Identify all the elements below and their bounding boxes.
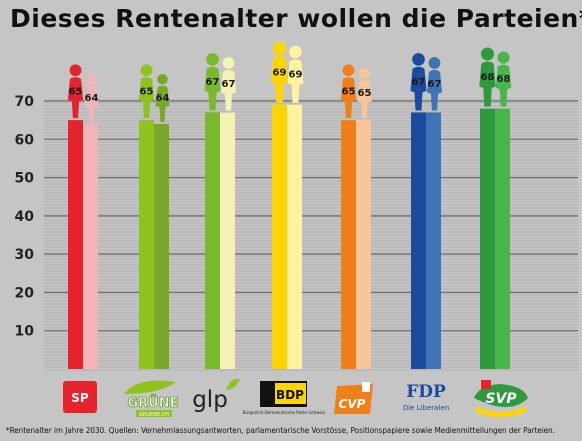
y-tick-label: 10 — [15, 324, 35, 340]
figure-men-head — [206, 53, 219, 66]
y-tick-label: 30 — [15, 247, 35, 263]
data-label-men: 65 — [140, 86, 154, 97]
figure-women-body — [84, 85, 99, 122]
bar-women — [287, 104, 302, 369]
data-label-men: 69 — [273, 68, 287, 79]
y-tick-label: 60 — [15, 132, 35, 148]
data-label-men: 67 — [412, 77, 426, 88]
figure-men-head — [140, 64, 153, 77]
figure-men-head — [480, 47, 495, 61]
logo-svp-swoosh — [476, 406, 526, 417]
category-group: 67 67 — [204, 53, 237, 369]
chart-title: Dieses Rentenalter wollen die Parteien* — [10, 4, 582, 33]
figure-women-head — [157, 73, 168, 85]
data-label-women: 64 — [156, 93, 170, 104]
bar-women — [220, 112, 235, 369]
data-label-women: 68 — [497, 74, 511, 85]
bar-men — [272, 104, 287, 369]
category-group: 65 65 — [340, 64, 372, 370]
data-label-men: 65 — [69, 86, 83, 97]
y-tick-label: 40 — [15, 209, 35, 225]
bar-men — [411, 112, 426, 369]
logo-bdp-subtext: Bürgerlich-Demokratische Partei Schweiz — [243, 410, 325, 415]
figure-men-body — [204, 66, 221, 111]
logo-gruene-text: GRÜNE — [128, 395, 179, 411]
category-group: 68 68 — [479, 47, 512, 370]
figure-women-body — [426, 69, 443, 111]
logo-gruene-bar — [136, 410, 172, 417]
logo-cvp-text: CVP — [339, 397, 366, 411]
logo-sp-text: SP — [71, 391, 89, 405]
bar-women — [356, 120, 371, 370]
bar-women — [426, 112, 441, 369]
figure-men-head — [412, 53, 425, 66]
figure-women-body — [357, 80, 372, 119]
figure-women-head — [222, 57, 235, 69]
category-group: 69 69 — [271, 41, 304, 369]
figure-women-head — [86, 73, 97, 85]
logo-gruene-subtext: GRUENE.CH — [139, 412, 169, 418]
figure-women-head — [497, 51, 510, 64]
logo-fdp-subtext: Die Liberalen — [403, 404, 449, 412]
bar-women — [154, 123, 169, 369]
data-label-men: 67 — [206, 77, 220, 88]
y-tick-label: 70 — [15, 94, 35, 110]
logo-fdp-text: FDP — [406, 382, 446, 402]
figure-men-head — [342, 64, 355, 77]
logo-svp-text: SVP — [485, 391, 517, 407]
figure-women-head — [289, 45, 302, 59]
logo-glp-leaf — [226, 378, 240, 390]
figure-women-body — [220, 69, 237, 111]
figure-men-body — [479, 61, 496, 107]
data-label-men: 68 — [481, 72, 495, 83]
logo-svp-shape — [474, 384, 528, 407]
figure-men-head — [69, 64, 82, 77]
data-label-women: 69 — [289, 69, 303, 80]
bar-men — [68, 120, 83, 370]
data-label-women: 65 — [358, 88, 372, 99]
data-label-women: 67 — [222, 79, 236, 90]
logo-gruene-leaf — [124, 380, 176, 394]
category-group: 67 67 — [410, 53, 443, 369]
figure-women-body — [495, 64, 512, 107]
data-label-women: 67 — [428, 79, 442, 90]
data-label-women: 64 — [85, 93, 99, 104]
figure-women-head — [359, 68, 370, 80]
bar-women — [495, 108, 510, 370]
figure-women-head — [428, 57, 441, 69]
data-label-men: 65 — [342, 86, 356, 97]
figure-men-body — [271, 56, 288, 103]
logo-bdp-text: BDP — [276, 388, 304, 402]
figure-men-body — [67, 77, 84, 119]
figure-women-body — [287, 59, 304, 103]
bar-men — [480, 108, 495, 370]
logo-svp-flag — [481, 380, 491, 389]
figure-men-head — [272, 41, 287, 56]
figure-men-body — [138, 77, 155, 119]
footnote: *Rentenalter im Jahre 2030. Quellen: Ver… — [6, 426, 555, 435]
logo-bdp-yellow — [275, 383, 306, 404]
bar-men — [139, 120, 154, 370]
logo-sp-box — [63, 381, 97, 413]
bar-men — [205, 112, 220, 369]
logo-glp-text: glp — [192, 387, 228, 413]
figure-men-body — [410, 66, 427, 111]
figure-women-body — [155, 85, 170, 122]
figure-men-body — [340, 77, 357, 119]
y-tick-label: 50 — [15, 171, 35, 187]
logo-cvp-cross — [362, 382, 370, 392]
bar-men — [341, 120, 356, 370]
y-tick-label: 20 — [15, 285, 35, 301]
bar-women — [83, 123, 98, 369]
